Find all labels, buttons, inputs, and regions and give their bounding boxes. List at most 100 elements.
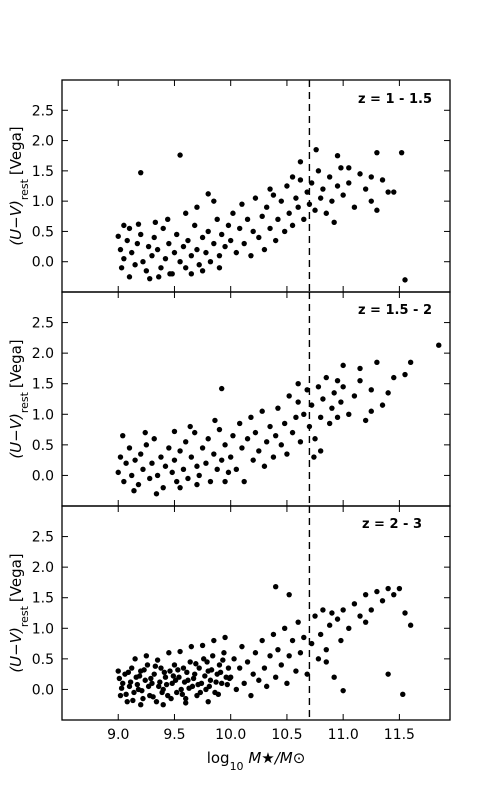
data-point — [171, 428, 178, 435]
data-point — [346, 411, 352, 417]
data-point — [278, 662, 285, 668]
data-point — [402, 610, 408, 616]
data-point — [334, 414, 341, 421]
y-axis-label-main: (U−V) — [7, 200, 25, 246]
x-tick-label: 11.0 — [328, 727, 359, 743]
data-point — [224, 681, 231, 688]
data-point — [346, 625, 352, 631]
y-axis-label-unit: [Vega] — [7, 339, 25, 388]
x-tick-label: 11.5 — [384, 727, 415, 743]
data-point — [120, 680, 126, 687]
data-point — [331, 674, 337, 680]
data-point — [207, 677, 214, 683]
data-point — [270, 192, 277, 198]
data-point — [123, 460, 129, 466]
data-point — [233, 249, 240, 256]
data-point — [270, 454, 277, 460]
x-axis-ticks — [117, 80, 400, 292]
data-point — [315, 656, 322, 662]
data-point — [211, 451, 217, 457]
data-point — [284, 451, 290, 457]
data-point — [281, 228, 288, 235]
data-point — [317, 195, 324, 201]
data-point — [140, 695, 146, 702]
data-point — [326, 420, 333, 427]
data-point — [256, 234, 262, 241]
data-point — [204, 659, 210, 665]
data-point — [214, 216, 220, 223]
y-tick-label: 1.0 — [32, 194, 54, 210]
data-point — [436, 342, 442, 348]
y-axis-label: (U−V)rest [Vega] — [7, 553, 31, 672]
data-point — [216, 265, 223, 271]
panel-frame — [61, 79, 451, 293]
data-point — [141, 667, 147, 673]
data-point — [340, 362, 346, 369]
data-point — [167, 668, 173, 674]
y-tick-label: 2.5 — [32, 103, 54, 119]
data-point — [362, 417, 369, 424]
data-point — [252, 650, 259, 656]
y-axis-ticks: 0.0 0.5 1.0 1.5 2.0 2.5 — [32, 103, 450, 271]
data-point — [205, 436, 211, 442]
data-point — [278, 198, 285, 204]
data-point — [151, 671, 157, 677]
y-tick-label: 0.0 — [32, 682, 54, 698]
data-point — [385, 671, 391, 677]
y-tick-label: 0.0 — [32, 468, 54, 484]
data-point — [143, 653, 150, 659]
data-point — [340, 192, 346, 198]
data-point — [183, 210, 189, 216]
data-point — [362, 591, 369, 598]
data-point — [184, 669, 190, 676]
data-point — [207, 478, 214, 485]
data-point — [233, 686, 240, 693]
data-point — [183, 695, 189, 702]
data-point — [199, 268, 206, 274]
data-point — [185, 237, 191, 244]
data-point — [374, 359, 380, 366]
y-axis-ticks: 0.0 0.5 1.0 1.5 2.0 2.5 — [32, 316, 450, 484]
data-point — [391, 374, 397, 381]
data-point — [132, 656, 138, 662]
data-point — [169, 469, 175, 476]
data-point — [313, 146, 319, 153]
data-point — [346, 180, 352, 186]
data-point — [131, 689, 137, 696]
data-point — [317, 631, 324, 638]
data-point — [334, 377, 341, 384]
data-point — [326, 622, 333, 628]
y-axis-label-unit: [Vega] — [7, 553, 25, 602]
data-point — [289, 429, 296, 436]
panel-z-1-1.5: z = 1 - 1.5 0.0 0.5 1.0 1.5 2.0 2.5 (U−V)rest… — [7, 79, 451, 293]
data-point — [162, 463, 169, 469]
panel-title: z = 1.5 - 2 — [358, 303, 432, 318]
data-point — [252, 429, 259, 436]
data-point — [171, 457, 178, 463]
data-point — [130, 697, 136, 704]
data-point — [123, 691, 129, 698]
data-point — [181, 679, 188, 685]
data-point — [218, 457, 225, 463]
data-point — [241, 680, 247, 687]
data-point — [340, 607, 346, 613]
data-point — [362, 619, 369, 625]
data-point — [177, 259, 183, 265]
data-point — [295, 619, 301, 625]
data-point — [135, 481, 142, 488]
data-point — [368, 198, 374, 204]
data-point — [160, 225, 166, 232]
data-point — [168, 695, 174, 702]
data-point — [178, 686, 184, 693]
data-point — [295, 204, 301, 210]
data-point — [267, 186, 273, 192]
data-point — [171, 249, 178, 256]
data-point — [391, 189, 397, 195]
data-point — [225, 222, 232, 229]
data-point — [199, 234, 206, 241]
data-point — [177, 152, 183, 158]
data-point — [117, 692, 124, 699]
data-point — [317, 414, 324, 421]
data-point — [115, 469, 121, 476]
data-point — [194, 204, 200, 210]
